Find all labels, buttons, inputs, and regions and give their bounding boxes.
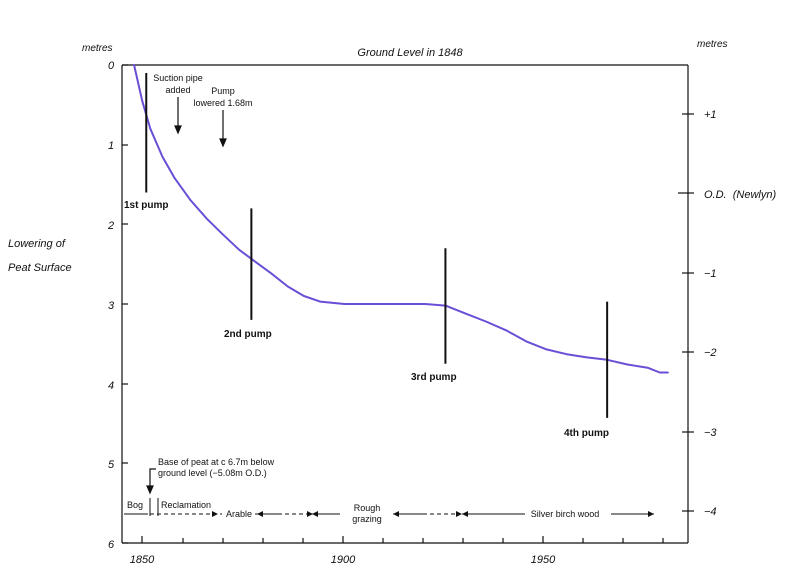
land-use-arable: Arable [226,509,252,519]
left-ticks: 0 1 2 3 4 5 6 [107,60,128,551]
series-line-peat-surface [133,64,669,374]
pump-label-2: 2nd pump [224,329,272,340]
annotations: Suction pipe added Pump lowered 1.68m Ba… [146,73,275,495]
land-use-silver-birch: Silver birch wood [531,509,600,519]
right-tick-label-minus4: −4 [704,506,717,518]
arrow-pump-lowered [219,110,227,148]
left-axis-caption-line2: Peat Surface [8,262,72,274]
right-tick-label-od: O.D. (Newlyn) [704,189,776,201]
annotation-base-peat-line2: ground level (−5.08m O.D.) [158,468,267,478]
annotation-suction-line1: Suction pipe [153,73,203,83]
annotation-suction-line2: added [165,85,190,95]
land-use-timeline: Bog Reclamation Arable Rough grazing Sil… [124,498,654,524]
right-axis-unit: metres [697,39,728,50]
arrow-base-peat [146,468,156,495]
annotation-pump-lowered-line1: Pump [211,86,235,96]
left-tick-label-4: 4 [108,380,114,392]
left-tick-label-0: 0 [108,60,115,72]
bottom-tick-label-1900: 1900 [331,554,356,566]
timeline-arrowheads [212,511,654,517]
right-tick-label-plus1: +1 [704,109,717,121]
annotation-pump-lowered-line2: lowered 1.68m [193,98,252,108]
pump-label-1: 1st pump [124,200,168,211]
land-use-reclamation: Reclamation [161,500,211,510]
left-axis-caption-line1: Lowering of [8,238,66,250]
land-use-grazing: grazing [352,514,382,524]
annotation-base-peat-line1: Base of peat at c 6.7m below [158,457,275,467]
land-use-rough: Rough [354,503,381,513]
bottom-ticks: 1850 1900 1950 [130,536,664,566]
right-tick-label-minus2: −2 [704,347,717,359]
arrow-suction [174,97,182,135]
pump-label-3: 3rd pump [411,372,457,383]
right-tick-label-minus1: −1 [704,268,717,280]
left-tick-label-3: 3 [108,300,115,312]
left-tick-label-5: 5 [108,459,115,471]
land-use-bog: Bog [127,500,143,510]
chart-title: Ground Level in 1848 [357,47,463,59]
left-tick-label-6: 6 [108,539,115,551]
left-axis-unit: metres [82,43,113,54]
pump-markers: 1st pump 2nd pump 3rd pump 4th pump [124,72,609,439]
left-tick-label-1: 1 [108,140,114,152]
bottom-tick-label-1950: 1950 [531,554,556,566]
bottom-tick-label-1850: 1850 [130,554,155,566]
right-ticks: +1 O.D. (Newlyn) −1 −2 −3 −4 [678,109,776,518]
right-tick-label-minus3: −3 [704,427,717,439]
pump-label-4: 4th pump [564,428,609,439]
left-tick-label-2: 2 [107,220,114,232]
